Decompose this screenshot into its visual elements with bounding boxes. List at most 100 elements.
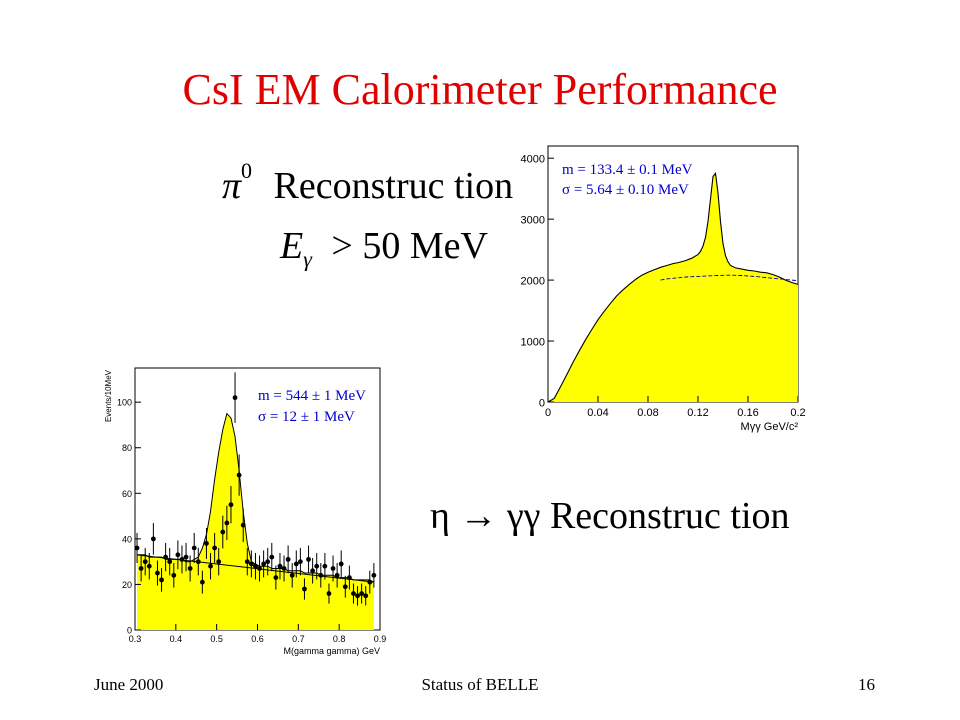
pi0-reconstruction-label: π0 Reconstruc tion <box>222 158 514 208</box>
data-point <box>314 563 320 569</box>
x-axis-label: M(gamma gamma) GeV <box>283 646 380 656</box>
y-tick-label: 100 <box>117 398 132 408</box>
fit-result-annotation: σ = 12 ± 1 MeV <box>258 409 355 425</box>
data-point <box>204 541 209 546</box>
data-point <box>318 572 324 578</box>
y-tick-label: 2000 <box>521 276 545 288</box>
data-point <box>253 563 258 569</box>
data-point <box>244 559 250 565</box>
footer-title: Status of BELLE <box>421 675 539 694</box>
x-tick-label: 0.7 <box>292 634 305 644</box>
data-point <box>155 570 160 576</box>
eta-reconstruction-label: η → γγ Reconstruc tion <box>430 495 790 537</box>
data-point <box>163 554 169 560</box>
x-tick-label: 0.2 <box>790 407 805 419</box>
y-tick-label: 3000 <box>521 215 545 227</box>
fit-result-annotation: m = 544 ± 1 MeV <box>258 388 366 404</box>
data-point <box>261 561 267 567</box>
y-tick-label: 4000 <box>521 154 545 166</box>
data-point <box>232 395 238 401</box>
x-tick-label: 0.4 <box>170 634 183 644</box>
fit-result-annotation: m = 133.4 ± 0.1 MeV <box>562 162 693 178</box>
data-point <box>289 572 295 578</box>
energy-label-text: > 50 MeV <box>331 225 488 267</box>
data-point <box>208 563 213 569</box>
data-point <box>351 591 356 596</box>
x-tick-label: 0.5 <box>210 634 223 644</box>
data-point <box>183 554 189 560</box>
x-tick-label: 0 <box>545 407 551 419</box>
data-point <box>346 575 352 580</box>
energy-symbol: E <box>280 225 304 267</box>
data-point <box>338 561 344 567</box>
data-point <box>330 566 336 571</box>
x-tick-label: 0.12 <box>687 407 708 419</box>
data-point <box>138 566 144 571</box>
pi0-mass-chart: 0 0.04 0.08 0.12 0.16 0.2 0 1000 2000 3000 4000 Mγγ… <box>521 145 806 433</box>
x-tick-label: 0.08 <box>637 407 658 419</box>
energy-cut-label: Eγ > 50 MeV <box>280 224 488 273</box>
data-point <box>297 559 303 565</box>
data-point <box>306 556 311 562</box>
data-point <box>363 593 369 599</box>
y-tick-label: 1000 <box>521 337 545 349</box>
footer-page-number: 16 <box>858 675 875 694</box>
data-point <box>326 591 332 596</box>
background-fit-line <box>660 274 799 282</box>
data-point <box>195 559 201 565</box>
pi-symbol: π <box>222 165 242 207</box>
data-point <box>281 566 287 571</box>
data-point <box>187 566 193 571</box>
x-tick-label: 0.3 <box>129 634 142 644</box>
data-point <box>179 556 185 562</box>
x-tick-label: 0.8 <box>333 634 346 644</box>
data-point <box>248 561 254 567</box>
energy-subscript: γ <box>303 246 312 272</box>
y-tick-label: 60 <box>122 489 132 499</box>
x-axis-label: Mγγ GeV/c² <box>741 421 799 433</box>
data-point <box>302 586 307 592</box>
data-point <box>134 545 140 551</box>
data-point <box>273 575 279 580</box>
data-point <box>342 584 348 590</box>
data-point <box>224 520 230 526</box>
data-point <box>257 566 262 571</box>
x-tick-label: 0.16 <box>737 407 758 419</box>
eta-mass-chart: 0.3 0.4 0.5 0.6 0.7 0.8 0.9 0 20 40 60 80 100 M(gamma… <box>104 367 387 656</box>
data-point <box>175 552 181 558</box>
data-point <box>150 536 156 542</box>
data-point <box>265 559 271 565</box>
pi-label-text: Reconstruc tion <box>273 165 514 207</box>
y-tick-label: 40 <box>122 534 132 544</box>
data-point <box>159 577 164 583</box>
data-point <box>285 556 291 562</box>
x-tick-label: 0.04 <box>587 407 608 419</box>
data-point <box>146 563 152 569</box>
data-point <box>293 561 299 567</box>
y-tick-label: 0 <box>539 398 545 410</box>
histogram-fill-area <box>137 413 374 630</box>
x-tick-label: 0.6 <box>251 634 264 644</box>
histogram-fill-area <box>548 173 798 402</box>
data-point <box>371 572 377 578</box>
data-point <box>220 529 226 535</box>
y-tick-label: 80 <box>122 443 132 453</box>
y-axis-label: Events/10MeV <box>104 369 113 422</box>
slide-title: CsI EM Calorimeter Performance <box>182 65 778 114</box>
fit-result-annotation: σ = 5.64 ± 0.10 MeV <box>562 182 689 198</box>
data-point <box>334 572 340 578</box>
data-point <box>167 559 173 565</box>
x-tick-label: 0.9 <box>374 634 387 644</box>
data-point <box>359 591 365 596</box>
y-tick-label: 0 <box>127 626 132 636</box>
data-point <box>236 472 242 478</box>
data-point <box>355 593 360 599</box>
pi-superscript: 0 <box>241 158 253 184</box>
data-point <box>277 563 283 569</box>
data-point <box>310 568 316 574</box>
data-point <box>199 579 205 585</box>
footer-date: June 2000 <box>94 675 164 694</box>
data-point <box>142 559 148 565</box>
data-point <box>171 572 177 578</box>
data-point <box>228 502 234 508</box>
